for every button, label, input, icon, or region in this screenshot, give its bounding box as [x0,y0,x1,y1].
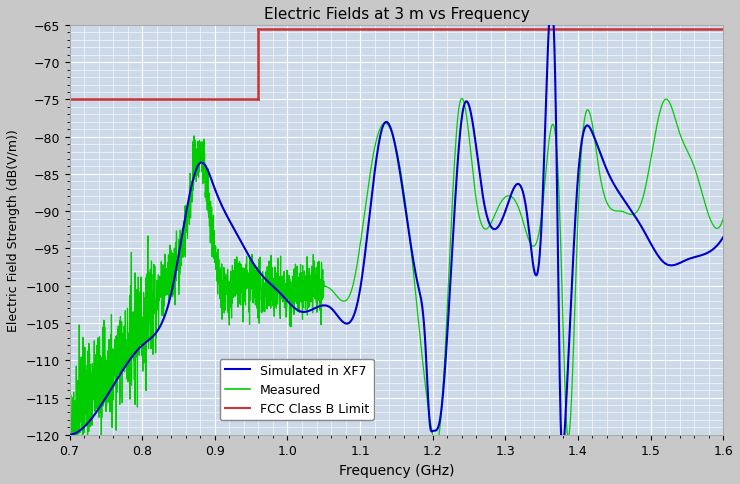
Title: Electric Fields at 3 m vs Frequency: Electric Fields at 3 m vs Frequency [263,7,529,22]
Y-axis label: Electric Field Strength (dB(V/m)): Electric Field Strength (dB(V/m)) [7,129,20,332]
X-axis label: Frequency (GHz): Frequency (GHz) [339,463,454,477]
Legend: Simulated in XF7, Measured, FCC Class B Limit: Simulated in XF7, Measured, FCC Class B … [220,359,374,421]
